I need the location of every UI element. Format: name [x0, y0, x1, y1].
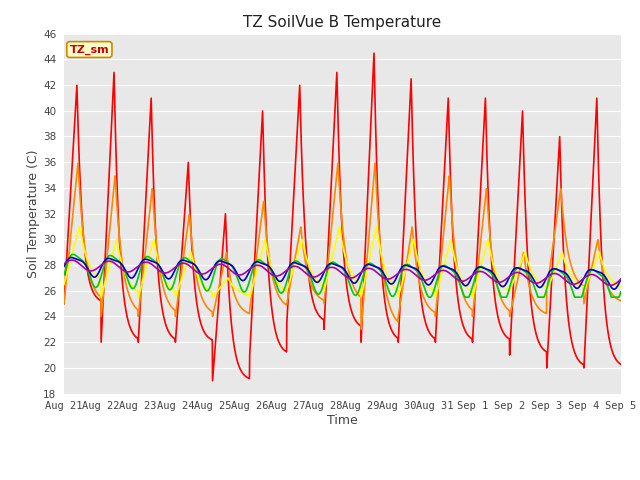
Text: TZ_sm: TZ_sm [70, 44, 109, 55]
Legend: B-05_T, B-10_T, B-20_T, B-30_T, B-40_T, B-50_T: B-05_T, B-10_T, B-20_T, B-30_T, B-40_T, … [102, 476, 582, 480]
Y-axis label: Soil Temperature (C): Soil Temperature (C) [28, 149, 40, 278]
X-axis label: Time: Time [327, 414, 358, 427]
Title: TZ SoilVue B Temperature: TZ SoilVue B Temperature [243, 15, 442, 30]
